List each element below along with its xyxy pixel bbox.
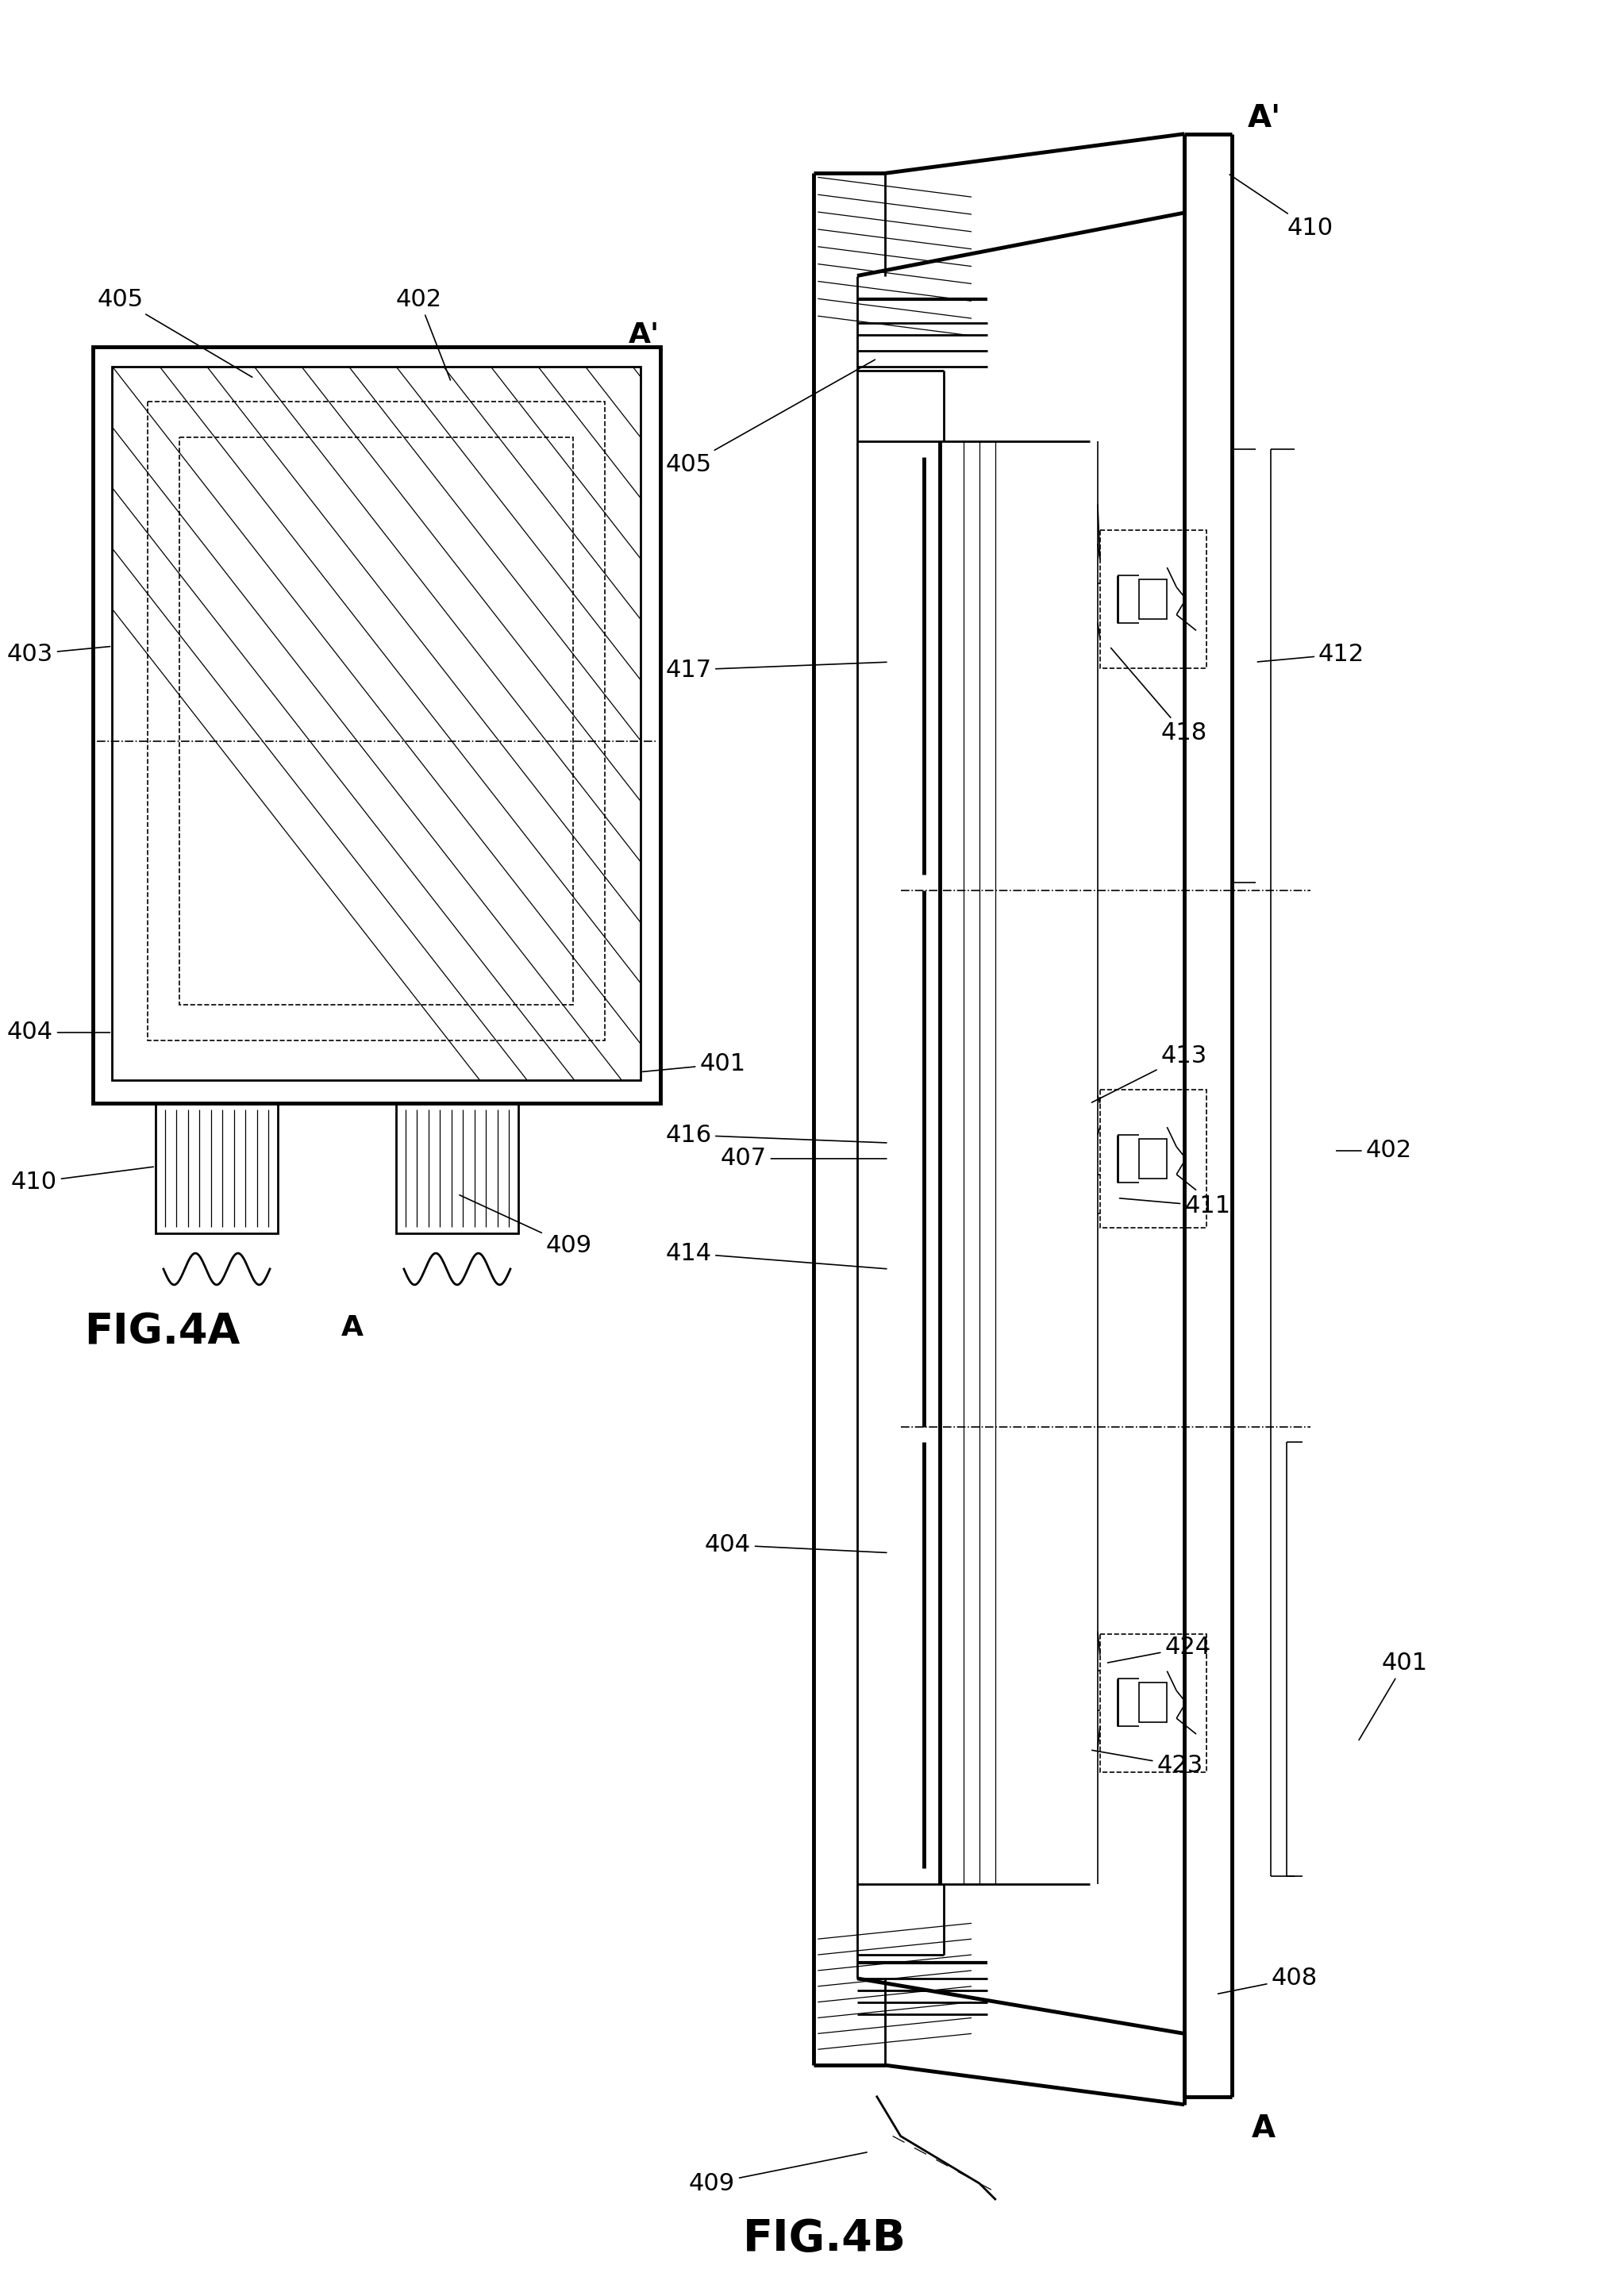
Bar	[1100, 1091, 1206, 1228]
Text: 408: 408	[1219, 1968, 1318, 1993]
Text: 409: 409	[688, 2151, 867, 2195]
Bar	[93, 347, 660, 1104]
Text: 410: 410	[1230, 174, 1333, 241]
Text: 403: 403	[6, 643, 110, 666]
Text: 412: 412	[1257, 643, 1364, 666]
Text: 401: 401	[642, 1052, 746, 1075]
Bar	[396, 1104, 517, 1233]
Text: 401: 401	[1359, 1651, 1428, 1740]
Text: 417: 417	[666, 659, 886, 682]
Bar	[1100, 530, 1206, 668]
Bar	[1139, 579, 1167, 618]
Bar	[147, 402, 605, 1040]
Bar	[1139, 1683, 1167, 1722]
Text: 416: 416	[666, 1123, 886, 1146]
Text: 414: 414	[666, 1242, 886, 1270]
Text: 410: 410	[11, 1166, 153, 1194]
Text: 404: 404	[6, 1022, 110, 1045]
Bar	[1139, 1139, 1167, 1178]
Text: 402: 402	[1337, 1139, 1412, 1162]
Text: 411: 411	[1119, 1194, 1231, 1217]
Bar	[155, 1104, 278, 1233]
Text: 407: 407	[720, 1148, 886, 1171]
Text: A': A'	[1247, 103, 1281, 133]
Text: 409: 409	[460, 1194, 592, 1256]
Text: 418: 418	[1112, 647, 1207, 744]
Text: 405: 405	[97, 287, 252, 377]
Text: 424: 424	[1108, 1635, 1211, 1662]
Bar	[112, 367, 640, 1079]
Text: 405: 405	[666, 360, 875, 478]
Text: A': A'	[629, 321, 660, 349]
Text: FIG.4B: FIG.4B	[743, 2218, 907, 2259]
Text: A: A	[342, 1316, 364, 1341]
Text: 402: 402	[396, 287, 450, 381]
Text: FIG.4A: FIG.4A	[85, 1311, 241, 1352]
Text: 423: 423	[1092, 1750, 1203, 1777]
Bar	[1100, 1635, 1206, 1773]
Bar	[179, 436, 573, 1006]
Text: 413: 413	[1092, 1045, 1207, 1102]
Text: A: A	[1252, 2112, 1276, 2142]
Text: 404: 404	[704, 1534, 886, 1557]
